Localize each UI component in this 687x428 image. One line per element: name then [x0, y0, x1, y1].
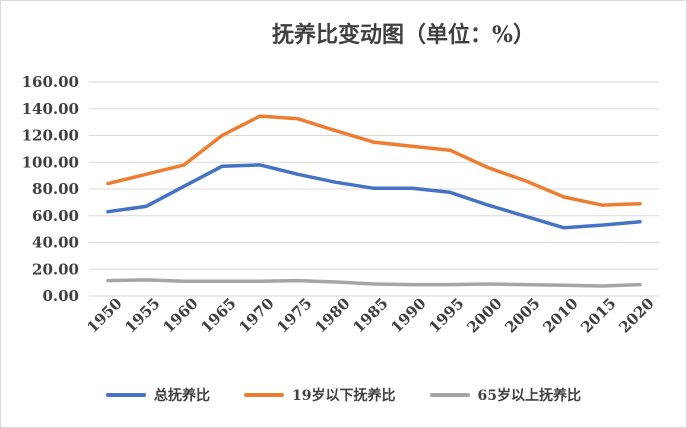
- legend-swatch: [244, 393, 285, 397]
- y-tick-label: 160.00: [22, 73, 79, 91]
- legend-label: 总抚养比: [154, 388, 211, 404]
- x-tick-label: 1990: [387, 294, 429, 336]
- legend-swatch: [106, 393, 147, 397]
- legend-item: 19岁以下抚养比: [244, 385, 396, 405]
- series-line-2: [106, 278, 642, 288]
- series-line-1: [106, 114, 642, 207]
- x-tick-label: 1980: [311, 294, 353, 336]
- y-tick-label: 60.00: [32, 207, 79, 225]
- x-tick-label: 1960: [159, 294, 201, 336]
- x-tick-label: 1970: [235, 294, 277, 336]
- y-tick-label: 80.00: [32, 180, 79, 198]
- legend: 总抚养比 19岁以下抚养比 65岁以上抚养比: [1, 385, 686, 405]
- legend-item: 65岁以上抚养比: [429, 385, 581, 405]
- y-tick-label: 100.00: [22, 153, 79, 171]
- y-tick-label: 120.00: [22, 127, 79, 145]
- x-tick-label: 1985: [349, 294, 391, 336]
- x-tick-label: 1975: [273, 294, 315, 336]
- x-tick-label: 2020: [615, 294, 657, 336]
- x-tick-label: 1965: [197, 294, 239, 336]
- legend-label: 65岁以上抚养比: [477, 388, 581, 404]
- chart-title: 抚养比变动图（单位：%）: [272, 22, 535, 48]
- legend-label: 19岁以下抚养比: [292, 388, 396, 404]
- x-tick-label: 1995: [425, 294, 467, 336]
- x-tick-label: 1955: [121, 294, 163, 336]
- y-tick-label: 40.00: [32, 234, 79, 252]
- x-tick-label: 2000: [463, 294, 505, 336]
- x-tick-label: 2010: [539, 294, 581, 336]
- y-tick-label: 0.00: [42, 287, 79, 305]
- series-line-0: [106, 163, 642, 230]
- x-tick-label: 1950: [83, 294, 125, 336]
- legend-item: 总抚养比: [106, 385, 210, 405]
- y-tick-label: 20.00: [32, 260, 79, 278]
- x-tick-label: 2005: [501, 294, 543, 336]
- x-tick-label: 2015: [577, 294, 619, 336]
- legend-swatch: [429, 393, 470, 397]
- y-tick-label: 140.00: [22, 100, 79, 118]
